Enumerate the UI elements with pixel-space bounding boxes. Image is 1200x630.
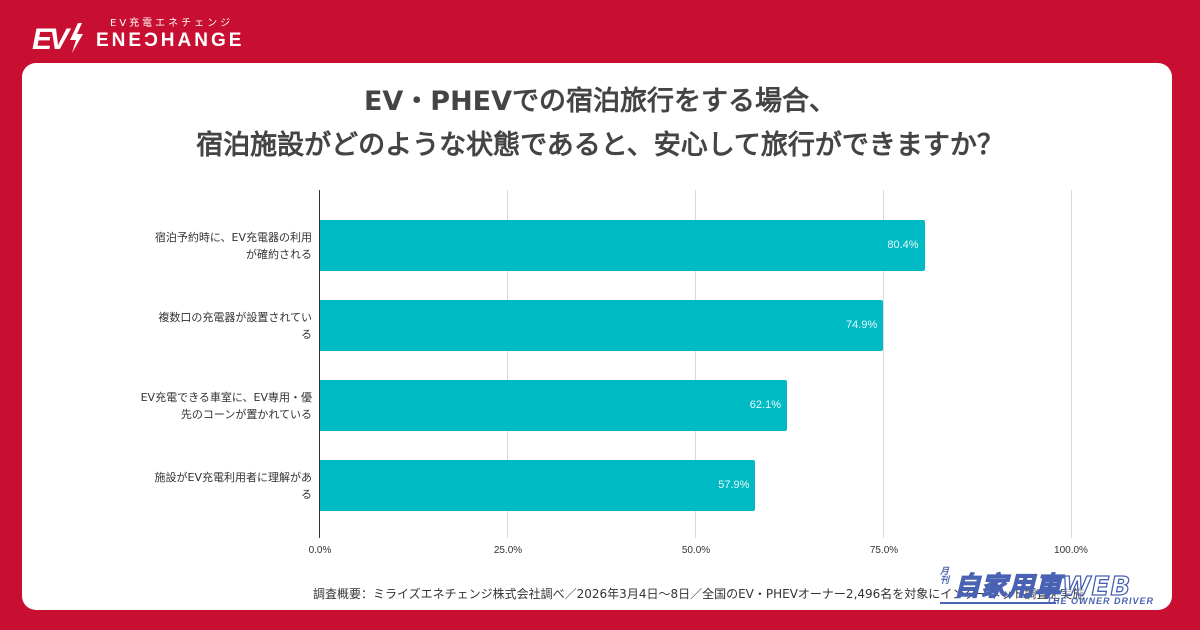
chart-title-line-1: EV・PHEVでの宿泊旅行をする場合、 [363,86,837,117]
x-tick-label: 25.0% [493,545,523,556]
survey-footnote: 調査概要：ミライズエネチェンジ株式会社調べ／2026年3月4日〜8日／全国のEV… [313,587,1085,601]
x-tick-label: 50.0% [681,545,711,556]
category-label: 複数口の充電器が設置されてい る [158,311,312,341]
watermark-title: 自家用車WEB [953,571,1132,602]
x-tick-label: 75.0% [869,545,899,556]
x-tick-label: 100.0% [1054,545,1088,556]
category-label: 宿泊予約時に、EV充電器の利用 が確約される [154,231,312,261]
bar: 74.9% [320,300,884,351]
brand-wordmark: ENEƆHANGE [96,30,245,51]
ev-logo-mark: EV [32,23,69,56]
lightning-bolt-icon [70,23,83,53]
gridline [507,190,508,538]
bar: 80.4% [320,220,925,271]
bar-value-label: 57.9% [718,479,750,491]
plot-area: 80.4% 74.9% 62.1% 57.9% [319,190,1079,538]
x-tick-label: 0.0% [308,545,332,556]
bar-value-label: 80.4% [887,239,919,251]
watermark-subtitle: THE OWNER DRIVER [1046,596,1154,606]
bar: 62.1% [320,380,787,431]
chart-title: EV・PHEVでの宿泊旅行をする場合、 宿泊施設がどのような状態であると、安心し… [0,80,1200,168]
y-axis-line [319,190,320,538]
bar-value-label: 62.1% [749,399,781,411]
bar: 57.9% [320,460,756,511]
brand-tagline: EV充電エネチェンジ [110,18,234,29]
gridline [883,190,884,538]
category-label: EV充電できる車室に、EV専用・優 先のコーンが置かれている [140,391,312,421]
chart-title-line-2: 宿泊施設がどのような状態であると、安心して旅行ができますか？ [196,130,1004,161]
gridline [695,190,696,538]
watermark-monthly: 月刊 [940,567,950,586]
watermark-rule [940,602,1056,604]
bar-value-label: 74.9% [846,319,878,331]
jikayousha-web-watermark: 月刊 自家用車WEB THE OWNER DRIVER [940,566,1162,612]
gridline [1071,190,1072,538]
category-label: 施設がEV充電利用者に理解があ る [154,471,312,501]
